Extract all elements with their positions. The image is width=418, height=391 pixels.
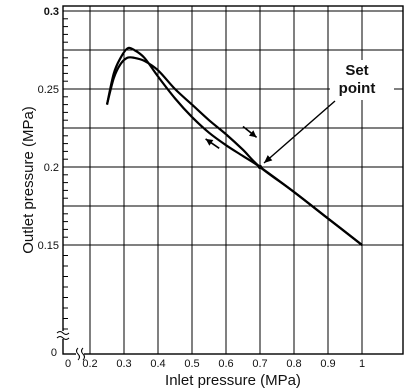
x-tick-label: 0.9 <box>320 358 335 370</box>
y-tick-label: 0.25 <box>38 84 59 96</box>
x-tick-label: 0.2 <box>82 358 97 370</box>
x-tick-label: 0.8 <box>286 358 301 370</box>
set-point-label-line: Set <box>345 62 368 79</box>
y-tick-label: 0.2 <box>44 162 59 174</box>
y-axis-break-icon <box>56 331 70 340</box>
grid <box>56 5 404 361</box>
tick-labels: 0.2 0.3 0.4 0.5 0.6 0.7 0.8 0.9 1 0.15 0.2 0.25 0.3 0… <box>38 6 365 370</box>
plot-background <box>63 6 403 354</box>
x-tick-label: 0.4 <box>150 358 165 370</box>
y-axis-title: Outlet pressure (MPa) <box>20 106 37 254</box>
y-tick-label: 0.3 <box>44 6 59 18</box>
set-point-label-line: point <box>339 80 376 97</box>
x-tick-label: 0.6 <box>218 358 233 370</box>
y-axis-break-gap <box>57 331 69 339</box>
direction-arrow-2-head <box>205 138 214 146</box>
x-axis-break-icon <box>76 347 85 361</box>
x-tick-label: 0.3 <box>116 358 131 370</box>
series-line-2 <box>105 56 363 246</box>
origin-y-label: 0 <box>51 347 57 359</box>
set-point-leader-head <box>264 155 273 163</box>
x-tick-label: 0.5 <box>184 358 199 370</box>
x-axis-break-gap <box>76 348 84 360</box>
annotation-background <box>330 60 394 100</box>
direction-arrow-1-head <box>248 130 257 138</box>
x-axis-title: Inlet pressure (MPa) <box>165 372 301 389</box>
x-tick-label: 1 <box>359 358 365 370</box>
set-point-leader <box>263 100 336 164</box>
origin-x-label: 0 <box>65 358 71 370</box>
y-tick-label: 0.15 <box>38 240 59 252</box>
plot-frame <box>62 5 404 355</box>
series-group <box>105 46 363 246</box>
set-point-marker <box>257 164 263 170</box>
x-tick-label: 0.7 <box>252 358 267 370</box>
